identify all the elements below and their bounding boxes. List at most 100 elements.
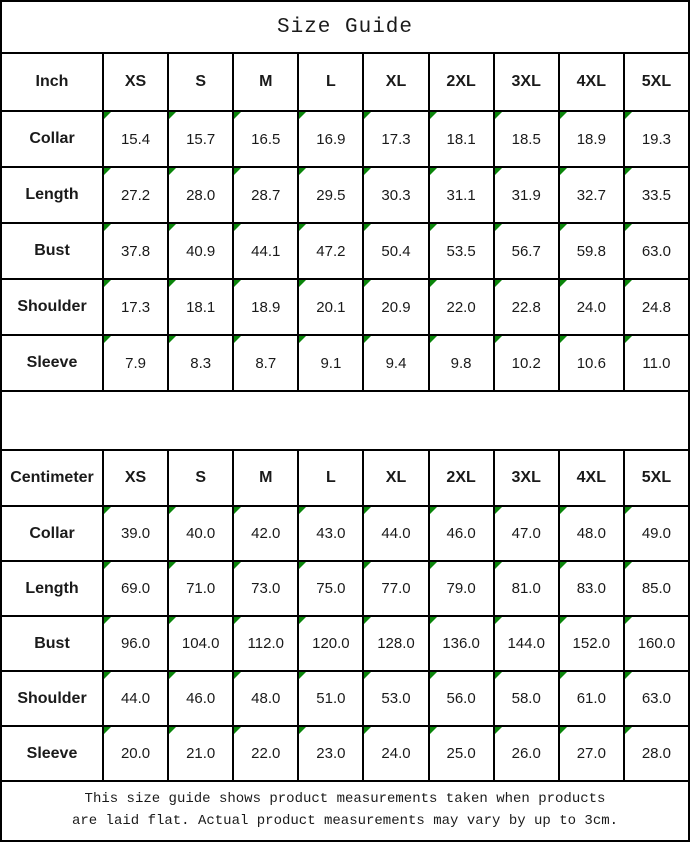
measurement-value-cell: 20.9 [364, 280, 430, 334]
cell-flag-triangle-icon [429, 672, 437, 679]
measurement-value-cell-text: 28.0 [186, 186, 216, 204]
cell-flag-triangle-icon [234, 672, 242, 679]
measurement-value-cell-text: 59.8 [576, 242, 606, 260]
cell-flag-triangle-icon [364, 562, 372, 569]
measurement-value-cell-text: 61.0 [576, 690, 606, 707]
cell-flag-triangle-icon [234, 336, 242, 343]
cell-flag-triangle-icon [234, 168, 242, 175]
measurement-value-cell: 39.0 [104, 507, 170, 560]
cell-flag-triangle-icon [169, 727, 177, 734]
measurement-label-text: Collar [29, 524, 75, 542]
measurement-value-cell-text: 144.0 [507, 635, 545, 652]
measurement-value-cell: 28.0 [169, 168, 235, 222]
measurement-value-cell-text: 160.0 [637, 635, 676, 652]
size-column-header-text: XS [124, 73, 147, 90]
cell-flag-triangle-icon [559, 336, 567, 343]
measurement-value-cell: 31.1 [429, 168, 495, 222]
measurement-value-cell: 20.1 [299, 280, 365, 334]
size-column-header-text: L [325, 73, 336, 90]
measurement-value-cell-text: 9.4 [385, 354, 407, 372]
measurement-value-cell-text: 47.0 [511, 525, 541, 542]
measurement-value-cell-text: 77.0 [381, 580, 411, 597]
cell-flag-triangle-icon [559, 224, 567, 231]
measurement-value-cell-text: 152.0 [572, 635, 611, 652]
measurement-value-cell-text: 18.1 [446, 130, 476, 148]
cell-flag-triangle-icon [494, 336, 502, 343]
size-column-header-text: L [325, 469, 336, 486]
cell-flag-triangle-icon [299, 562, 307, 569]
cell-flag-triangle-icon [104, 562, 111, 569]
cell-flag-triangle-icon [104, 280, 111, 287]
inch-size-table: Inch XS S M L XL 2XL 3XL 4XL 5XL Collar 15.4 15.7 16.… [2, 54, 688, 392]
measurement-value-cell: 17.3 [104, 280, 170, 334]
cell-flag-triangle-icon [104, 336, 111, 343]
measurement-label: Collar [2, 112, 104, 166]
measurement-value-cell-text: 79.0 [446, 580, 476, 597]
cell-flag-triangle-icon [364, 336, 372, 343]
measurement-value-cell: 10.2 [494, 336, 560, 390]
measurement-value-cell: 25.0 [429, 727, 495, 780]
cell-flag-triangle-icon [234, 280, 242, 287]
measurement-value-cell: 22.0 [234, 727, 300, 780]
measurement-value-cell: 16.9 [299, 112, 365, 166]
measurement-value-cell: 63.0 [624, 224, 688, 278]
cell-flag-triangle-icon [624, 617, 632, 624]
measurement-value-cell-text: 15.4 [120, 130, 151, 148]
cell-flag-triangle-icon [169, 224, 177, 231]
size-column-header-text: XL [385, 73, 407, 90]
measurement-value-cell-text: 51.0 [316, 690, 346, 707]
cell-flag-triangle-icon [299, 112, 307, 119]
measurement-value-cell-text: 37.8 [120, 242, 151, 260]
measurement-label: Shoulder [2, 672, 104, 725]
measurement-value-cell: 15.7 [169, 112, 235, 166]
size-column-header-text: 2XL [446, 469, 476, 486]
cell-flag-triangle-icon [104, 224, 111, 231]
measurement-value-cell: 29.5 [299, 168, 365, 222]
size-column-header: 2XL [430, 54, 495, 110]
measurement-value-cell: 8.3 [169, 336, 235, 390]
size-column-header-text: M [259, 73, 273, 90]
cell-flag-triangle-icon [624, 224, 632, 231]
cell-flag-triangle-icon [104, 112, 111, 119]
size-column-header: XL [364, 451, 430, 505]
cell-flag-triangle-icon [169, 336, 177, 343]
cell-flag-triangle-icon [559, 617, 567, 624]
cell-flag-triangle-icon [429, 336, 437, 343]
cell-flag-triangle-icon [624, 280, 632, 287]
measurement-value-cell: 24.0 [559, 280, 625, 334]
size-column-header: XS [104, 451, 170, 505]
measurement-value-cell-text: 40.9 [186, 242, 216, 260]
measurement-value-cell: 48.0 [234, 672, 300, 725]
cell-flag-triangle-icon [169, 112, 177, 119]
measurement-value-cell-text: 17.3 [120, 298, 151, 316]
measurement-value-cell-text: 28.0 [641, 745, 672, 762]
cell-flag-triangle-icon [429, 168, 437, 175]
size-column-header: 5XL [625, 451, 688, 505]
measurement-value-cell-text: 22.8 [511, 298, 541, 316]
size-guide-title: Size Guide [2, 2, 688, 54]
measurement-value-cell-text: 47.2 [316, 242, 346, 260]
measurement-label-text: Length [25, 186, 79, 203]
measurement-value-cell-text: 28.7 [251, 186, 281, 204]
measurement-value-cell: 33.5 [624, 168, 688, 222]
measurement-value-cell: 20.0 [104, 727, 170, 780]
measurement-value-cell: 15.4 [104, 112, 170, 166]
measurement-value-cell: 104.0 [169, 617, 235, 670]
measurement-value-cell: 17.3 [364, 112, 430, 166]
cell-flag-triangle-icon [169, 672, 177, 679]
cell-flag-triangle-icon [429, 507, 437, 514]
measurement-row: Collar 39.0 40.0 42.0 43.0 44.0 46.0 47.0 48.0 49… [2, 507, 688, 562]
cell-flag-triangle-icon [494, 617, 502, 624]
measurement-value-cell: 49.0 [624, 507, 688, 560]
measurement-value-cell-text: 31.1 [446, 186, 476, 204]
measurement-value-cell: 27.0 [559, 727, 625, 780]
measurement-value-cell: 28.7 [234, 168, 300, 222]
measurement-value-cell-text: 48.0 [576, 525, 606, 542]
footer-note-line: are laid flat. Actual product measuremen… [71, 813, 619, 829]
measurement-value-cell-text: 46.0 [186, 690, 216, 707]
measurement-value-cell-text: 83.0 [576, 580, 606, 597]
measurement-value-cell: 77.0 [364, 562, 430, 615]
measurement-value-cell: 18.1 [429, 112, 495, 166]
cell-flag-triangle-icon [429, 112, 437, 119]
cell-flag-triangle-icon [559, 168, 567, 175]
